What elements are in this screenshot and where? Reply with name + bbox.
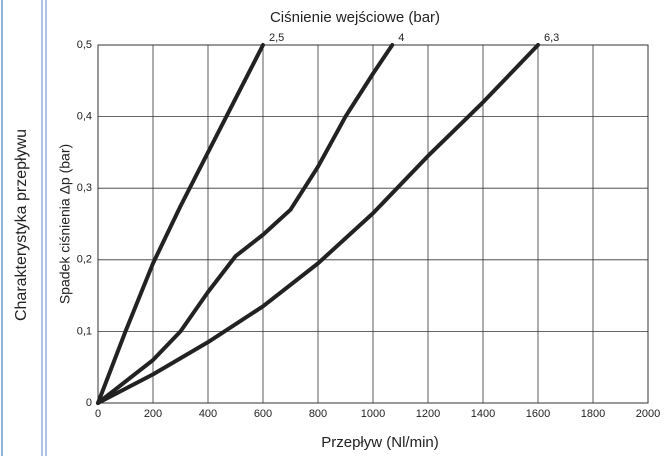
series-label: 2,5 xyxy=(269,32,284,44)
series-label: 6,3 xyxy=(544,32,559,44)
y-tick-label: 0,1 xyxy=(77,325,92,337)
plot-frame xyxy=(97,44,649,404)
x-tick-label: 2000 xyxy=(636,408,660,420)
x-tick-label: 1000 xyxy=(361,408,385,420)
curve xyxy=(96,43,540,405)
x-tick-label: 600 xyxy=(254,408,272,420)
sidebar-title: Charakterystyka przepływu xyxy=(13,129,30,321)
x-tick-label: 200 xyxy=(144,408,162,420)
x-tick-label: 1400 xyxy=(471,408,495,420)
x-tick-label: 1800 xyxy=(581,408,605,420)
y-tick-label: 0,2 xyxy=(77,254,92,266)
y-tick-label: 0,5 xyxy=(77,39,92,51)
x-axis-label: Przepływ (Nl/min) xyxy=(321,434,439,451)
x-tick-label: 800 xyxy=(309,408,327,420)
y-axis-label: Spadek ciśnienia Δp (bar) xyxy=(57,144,73,304)
y-tick-label: 0,4 xyxy=(77,111,92,123)
curve xyxy=(96,43,395,405)
y-tick-label: 0 xyxy=(86,397,92,409)
curve xyxy=(96,43,265,405)
x-tick-label: 400 xyxy=(199,408,217,420)
x-tick-label: 1600 xyxy=(526,408,550,420)
y-tick-label: 0,3 xyxy=(77,182,92,194)
chart-title: Ciśnienie wejściowe (bar) xyxy=(270,9,440,26)
series-label: 4 xyxy=(398,32,404,44)
x-tick-label: 1200 xyxy=(416,408,440,420)
x-tick-label: 0 xyxy=(95,408,101,420)
